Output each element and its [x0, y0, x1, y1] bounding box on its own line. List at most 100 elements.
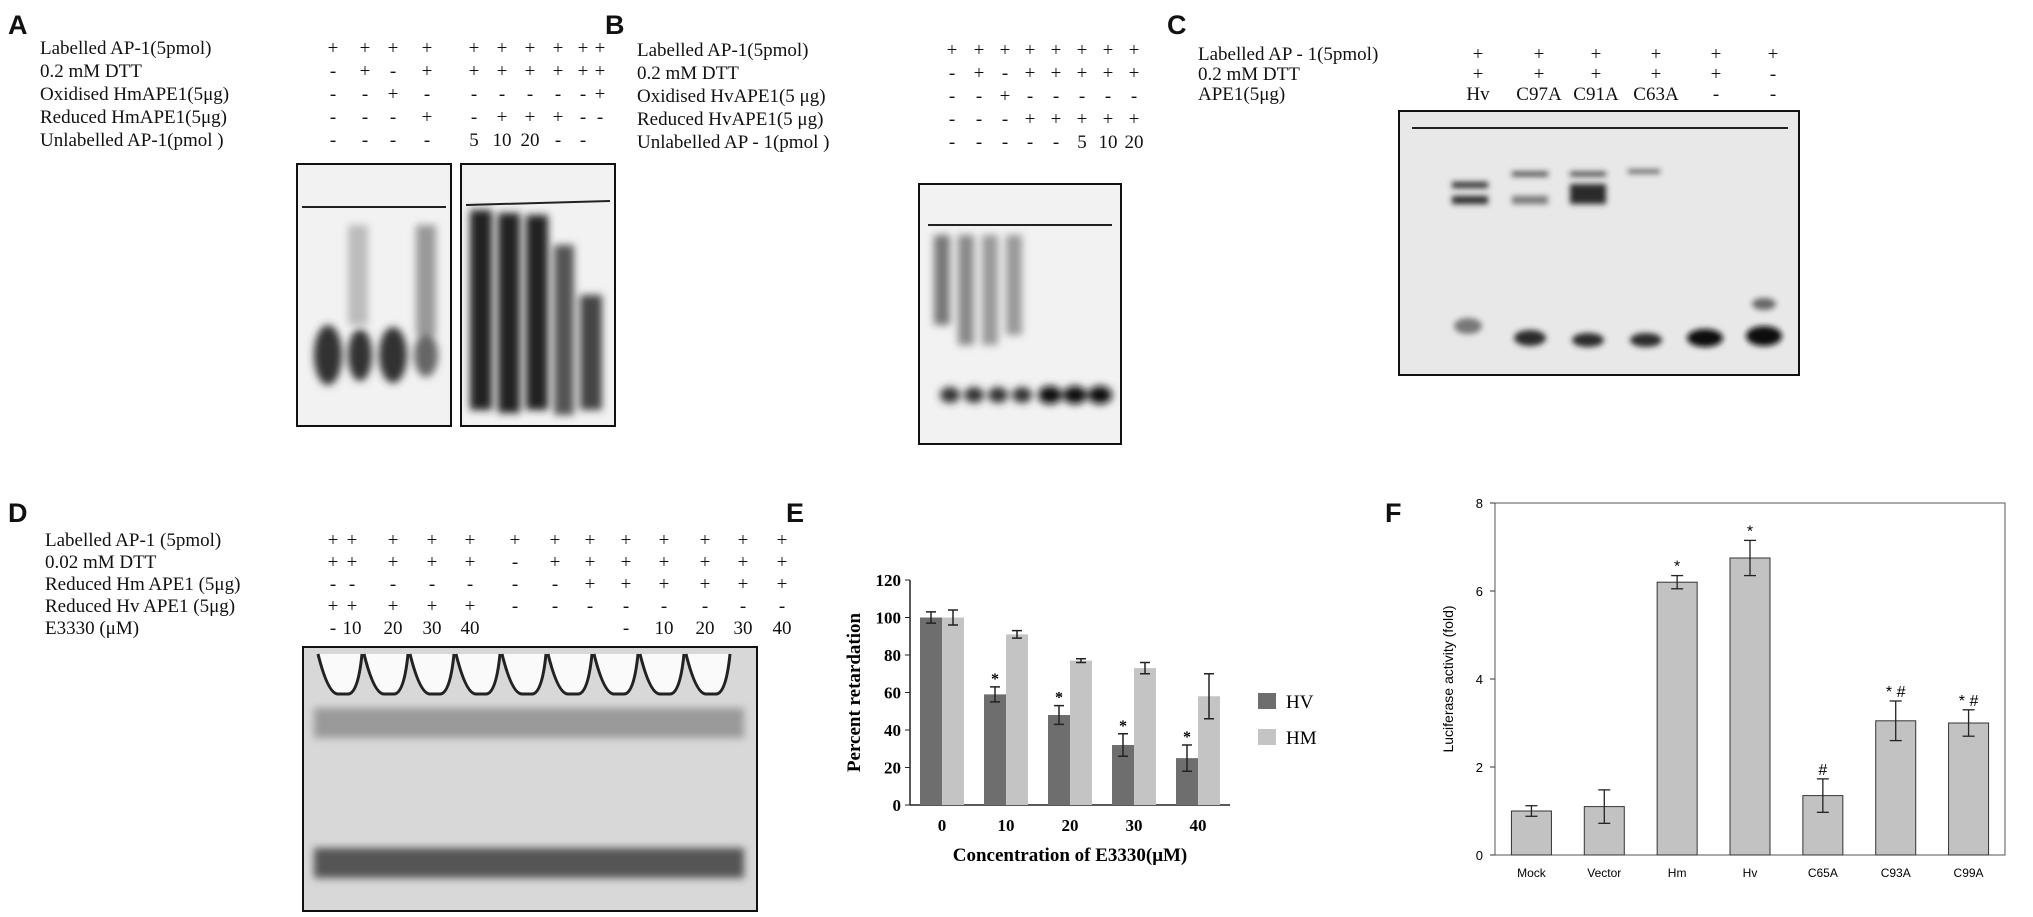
gel-d	[302, 646, 758, 912]
lane-mark: +	[1650, 64, 1662, 85]
y-tick-label: 2	[1476, 760, 1483, 775]
bar	[1729, 557, 1771, 856]
x-tick-label: Mock	[1517, 866, 1547, 880]
lane-mark: 5	[1077, 132, 1087, 153]
lane-mark: +	[1050, 40, 1062, 61]
gel-image	[314, 653, 744, 878]
lane-mark: +	[1533, 44, 1545, 65]
x-tick-label: 0	[938, 816, 947, 835]
lane-mark: -	[586, 596, 594, 617]
lane-mark: +	[1590, 64, 1602, 85]
lane-mark: -	[470, 107, 478, 128]
row-label: Labelled AP-1(5pmol)	[637, 40, 809, 61]
lane-mark: -	[470, 84, 478, 105]
lane-mark: +	[426, 596, 438, 617]
lane-mark: +	[464, 552, 476, 573]
lane-mark: +	[549, 552, 561, 573]
lane-mark: +	[699, 530, 711, 551]
lane-mark: 20	[695, 618, 715, 639]
lane-mark: +	[973, 40, 985, 61]
bar	[1134, 668, 1156, 805]
lane-mark: +	[524, 61, 536, 82]
lane-mark: +	[1710, 44, 1722, 65]
x-tick-label: C93A	[1881, 866, 1911, 880]
lane-mark: -	[1001, 109, 1009, 130]
lane-mark: +	[1128, 40, 1140, 61]
lane-mark: 30	[733, 618, 753, 639]
significance-mark: * #	[1959, 693, 1979, 710]
lane-mark: +	[346, 530, 358, 551]
lane-mark: +	[426, 552, 438, 573]
lane-mark: -	[701, 596, 709, 617]
row-label: 0.2 mM DTT	[40, 61, 142, 82]
lane-mark: +	[552, 61, 564, 82]
lane-mark: +	[1650, 44, 1662, 65]
panel-label-b: B	[605, 10, 625, 40]
row-label: Labelled AP-1(5pmol)	[40, 38, 212, 59]
lane-mark: -	[948, 132, 956, 153]
lane-mark: -	[526, 84, 534, 105]
lane-mark: +	[327, 530, 339, 551]
lane-mark: -	[622, 596, 630, 617]
lane-mark: C63A	[1633, 84, 1679, 105]
lane-mark: +	[620, 530, 632, 551]
x-tick-label: C65A	[1808, 866, 1838, 880]
lane-mark: +	[421, 38, 433, 59]
lane-mark: +	[1472, 64, 1484, 85]
row-label: Oxidised HvAPE1(5 μg)	[637, 86, 826, 107]
x-tick-label: C99A	[1954, 866, 1984, 880]
lane-mark: -	[975, 86, 983, 107]
lane-mark: +	[1076, 63, 1088, 84]
lane-mark: -	[348, 574, 356, 595]
lane-mark: +	[421, 61, 433, 82]
lane-mark: -	[361, 84, 369, 105]
lane-mark: +	[327, 38, 339, 59]
lane-mark: -	[579, 84, 587, 105]
lane-mark: +	[776, 552, 788, 573]
significance-mark: *	[991, 671, 999, 688]
panel-label-e: E	[786, 498, 805, 528]
lane-mark: -	[975, 109, 983, 130]
lane-mark: +	[524, 38, 536, 59]
bar	[920, 617, 942, 805]
lane-mark: +	[1472, 44, 1484, 65]
bar	[1006, 634, 1028, 805]
lane-mark: +	[737, 574, 749, 595]
lane-mark: +	[620, 552, 632, 573]
lane-mark: -	[498, 84, 506, 105]
lane-mark: +	[1710, 64, 1722, 85]
significance-mark: * #	[1886, 684, 1906, 701]
legend-swatch	[1258, 729, 1276, 745]
chart-e: 0 20 40 60 80 100 120 0 10 * 20 * 30 * 40 * Concentratio…	[844, 571, 1317, 866]
gel-image	[928, 224, 1112, 404]
lane-mark: +	[1102, 63, 1114, 84]
bar	[1656, 581, 1698, 856]
lane-mark: 10	[342, 618, 362, 639]
lane-mark: 10	[492, 130, 512, 151]
panel-label-a: A	[8, 10, 28, 40]
lane-mark: +	[327, 552, 339, 573]
lane-mark: +	[699, 552, 711, 573]
lane-mark: -	[596, 107, 604, 128]
lane-mark: -	[975, 132, 983, 153]
lane-mark: -	[329, 574, 337, 595]
lane-mark: +	[1050, 109, 1062, 130]
x-tick-label: 30	[1126, 816, 1143, 835]
x-tick-label: Vector	[1587, 866, 1621, 880]
y-tick-label: 0	[893, 796, 902, 815]
row-label: Reduced HvAPE1(5 μg)	[637, 109, 824, 130]
bar	[1510, 810, 1552, 856]
row-label: Oxidised HmAPE1(5μg)	[40, 84, 230, 105]
y-tick-label: 6	[1476, 584, 1483, 599]
lane-mark: +	[1128, 63, 1140, 84]
x-axis-label: Concentration of E3330(μM)	[953, 845, 1188, 866]
y-tick-label: 80	[884, 646, 901, 665]
lane-mark: +	[552, 107, 564, 128]
chart-f: 0 2 4 6 8 Mock Vector * Hm * Hv # C65A * # C93A * # C99A…	[1440, 496, 2006, 880]
bar	[942, 617, 964, 805]
lane-mark: -	[948, 86, 956, 107]
lane-mark: +	[776, 530, 788, 551]
y-axis-label: Percent retardation	[844, 612, 865, 772]
lane-mark: -	[1769, 64, 1777, 85]
lane-mark: +	[1076, 109, 1088, 130]
